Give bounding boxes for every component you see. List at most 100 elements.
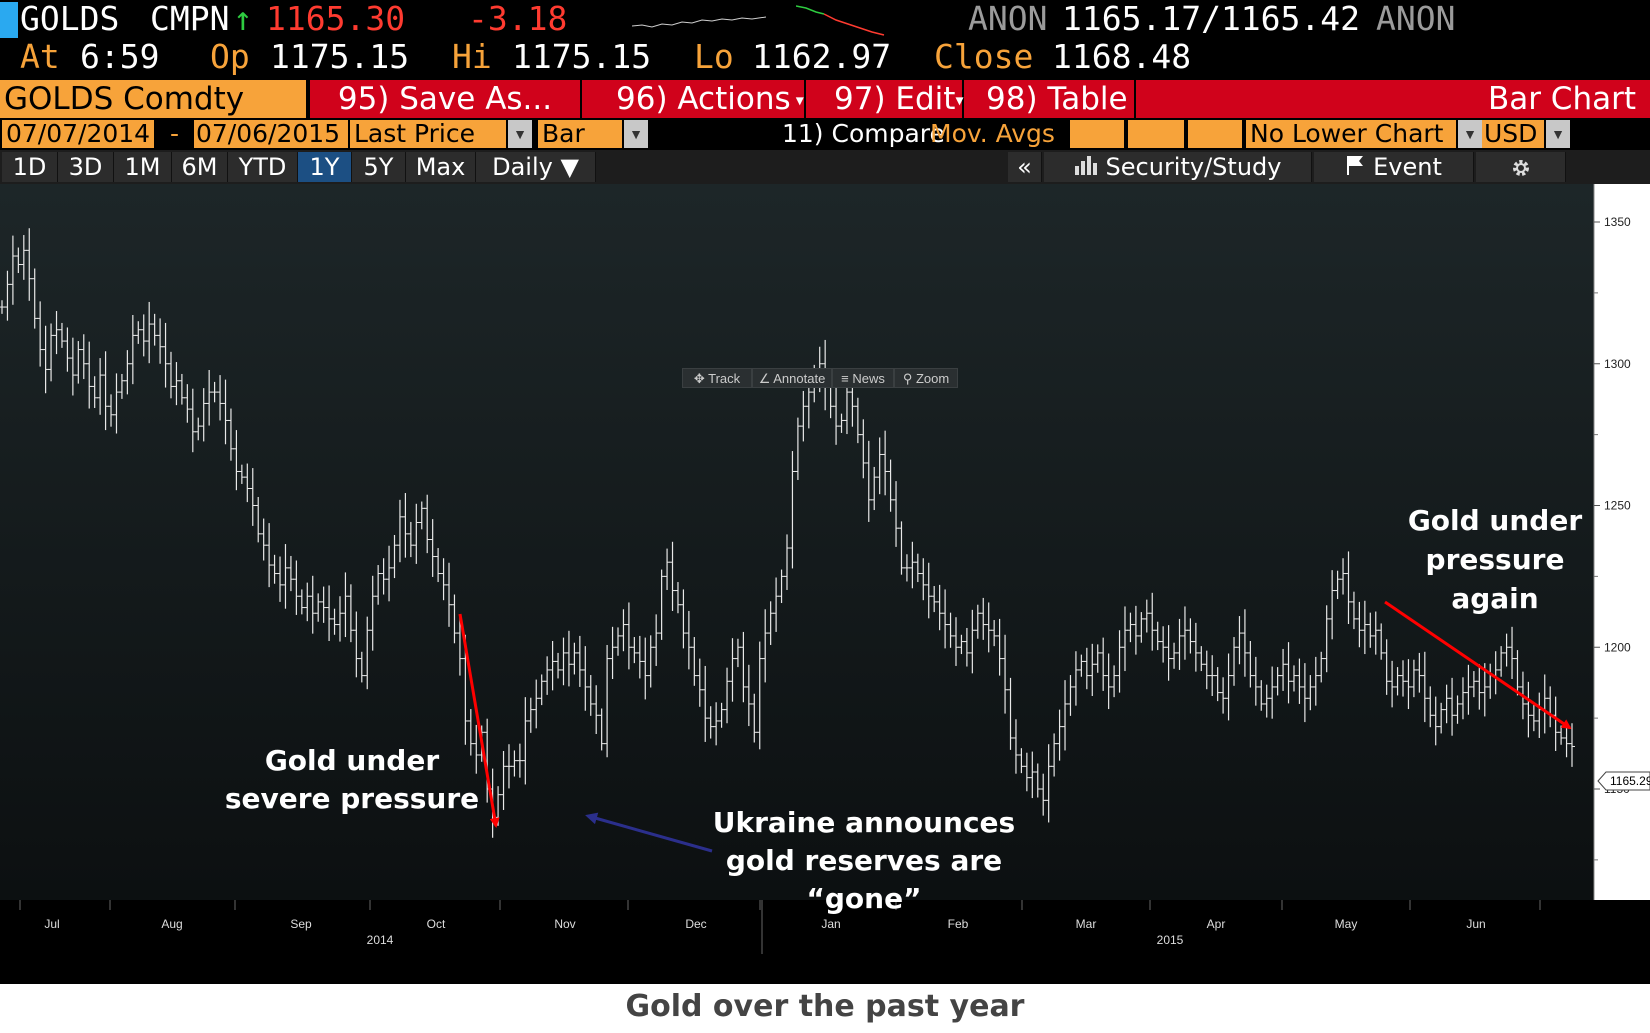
event-label: Event: [1373, 153, 1442, 181]
price-bar: [871, 466, 878, 511]
period-select[interactable]: Daily ▼: [476, 152, 596, 182]
price-bar: [64, 327, 71, 372]
range-ytd[interactable]: YTD: [228, 152, 298, 182]
x-axis-ticks: Jul Aug Sep Oct Nov Dec Jan Feb Mar Apr May Jun 2014…: [19, 900, 1541, 954]
price-bar: [53, 311, 60, 355]
price-bar: [642, 637, 649, 700]
flag-icon: [1345, 153, 1365, 183]
price-bar: [1503, 633, 1510, 667]
start-date-input[interactable]: 07/07/2014: [2, 120, 154, 148]
price-bar: [167, 351, 174, 399]
lower-chart-select[interactable]: No Lower Chart: [1246, 120, 1456, 148]
price-bar: [1547, 686, 1554, 728]
table-button[interactable]: 98) Table: [964, 80, 1134, 118]
price-bar: [435, 548, 442, 583]
range-1d[interactable]: 1D: [2, 152, 58, 182]
range-3d[interactable]: 3D: [58, 152, 114, 182]
price-bar: [636, 635, 643, 679]
price-bar: [631, 637, 638, 664]
price-bar: [963, 627, 970, 667]
compare-button[interactable]: 11) Compare: [782, 119, 945, 148]
price-bars: [0, 228, 1575, 838]
style-dropdown-icon[interactable]: ▼: [624, 120, 648, 148]
ticker-symbol[interactable]: GOLDS: [20, 0, 120, 38]
news-button[interactable]: ≡ News: [832, 368, 894, 388]
price-bar: [15, 247, 22, 274]
x-tick-label: Jun: [1466, 917, 1485, 931]
price-bar: [865, 440, 872, 522]
currency-dropdown-icon[interactable]: ▼: [1546, 120, 1570, 148]
price-bar: [0, 300, 5, 314]
price-bar: [255, 496, 262, 543]
price-bar: [702, 665, 709, 742]
price-bar: [118, 373, 125, 399]
annotate-button[interactable]: ∠ Annotate: [752, 368, 832, 388]
function-menu: GOLDS Comdty 95) Save As... 96) Actions …: [0, 80, 1650, 118]
track-button[interactable]: ✥ Track: [682, 368, 752, 388]
actions-menu[interactable]: 96) Actions ▾: [582, 80, 804, 118]
x-tick-label: Apr: [1207, 917, 1226, 931]
mov-avg-slot-1[interactable]: [1070, 120, 1124, 148]
price-bar: [778, 569, 785, 604]
mov-avg-slot-2[interactable]: [1128, 120, 1184, 148]
price-bar: [991, 620, 998, 647]
price-bar: [511, 750, 518, 777]
style-select[interactable]: Bar: [538, 120, 622, 148]
price-bar: [1018, 748, 1025, 774]
price-bar: [1438, 702, 1445, 734]
lower-chart-dropdown-icon[interactable]: ▼: [1458, 120, 1482, 148]
y-axis-ticks: 13501300125012001150: [1594, 215, 1631, 861]
price-bar: [647, 635, 654, 688]
price-bar: [1269, 666, 1276, 719]
price-bar: [980, 597, 987, 640]
again-line-2: pressure: [1426, 543, 1565, 576]
price-bar: [1389, 660, 1396, 708]
price-bar: [691, 637, 698, 686]
price-bar: [833, 387, 840, 445]
price-bar: [740, 631, 747, 703]
zoom-button[interactable]: ⚲ Zoom: [894, 368, 958, 388]
mov-avgs-button[interactable]: Mov. Avgs: [930, 119, 1055, 148]
currency-select[interactable]: USD: [1482, 120, 1544, 148]
price-bar: [1241, 609, 1248, 677]
field-dropdown-icon[interactable]: ▼: [508, 120, 532, 148]
price-bar: [1214, 667, 1221, 702]
price-bar: [914, 553, 921, 583]
field-select[interactable]: Last Price: [350, 120, 506, 148]
range-max[interactable]: Max: [406, 152, 476, 182]
price-bar: [97, 358, 104, 415]
edit-menu[interactable]: 97) Edit▾: [806, 80, 963, 118]
range-6m[interactable]: 6M: [172, 152, 228, 182]
price-bar: [952, 617, 959, 666]
price-bar: [1400, 660, 1407, 697]
price-bar: [1209, 655, 1216, 697]
price-bar: [1072, 651, 1079, 706]
price-bar: [1416, 652, 1423, 693]
end-date-input[interactable]: 07/06/2015: [194, 120, 348, 148]
price-bar: [157, 318, 164, 364]
settings-gear-icon[interactable]: [1476, 152, 1566, 182]
collapse-icon[interactable]: «: [1008, 152, 1042, 182]
save-as-button[interactable]: 95) Save As...: [310, 80, 580, 118]
security-study-button[interactable]: Security/Study: [1044, 152, 1312, 182]
range-bar: 1D 3D 1M 6M YTD 1Y 5Y Max Daily ▼ « Secu…: [0, 150, 1650, 184]
price-bar: [1105, 653, 1112, 710]
price-bar: [1034, 763, 1041, 798]
range-1y[interactable]: 1Y: [298, 152, 352, 182]
price-bar: [1340, 558, 1347, 595]
event-button[interactable]: Event: [1314, 152, 1474, 182]
mov-avg-slot-3[interactable]: [1188, 120, 1242, 148]
price-bar: [1149, 592, 1156, 651]
ukraine-line-2: gold reserves are: [726, 844, 1002, 877]
intraday-sparkline: [632, 16, 767, 28]
zoom-label: Zoom: [915, 371, 950, 386]
date-separator: -: [170, 119, 180, 148]
price-bar: [565, 630, 572, 687]
price-bar: [244, 463, 251, 503]
range-1m[interactable]: 1M: [114, 152, 172, 182]
price-chart[interactable]: 13501300125012001150 JulAugSepOctNovDecJ…: [0, 184, 1650, 984]
range-5y[interactable]: 5Y: [352, 152, 406, 182]
price-bar: [718, 702, 725, 728]
x-tick-label: Feb: [948, 917, 969, 931]
security-field[interactable]: GOLDS Comdty: [0, 80, 306, 118]
